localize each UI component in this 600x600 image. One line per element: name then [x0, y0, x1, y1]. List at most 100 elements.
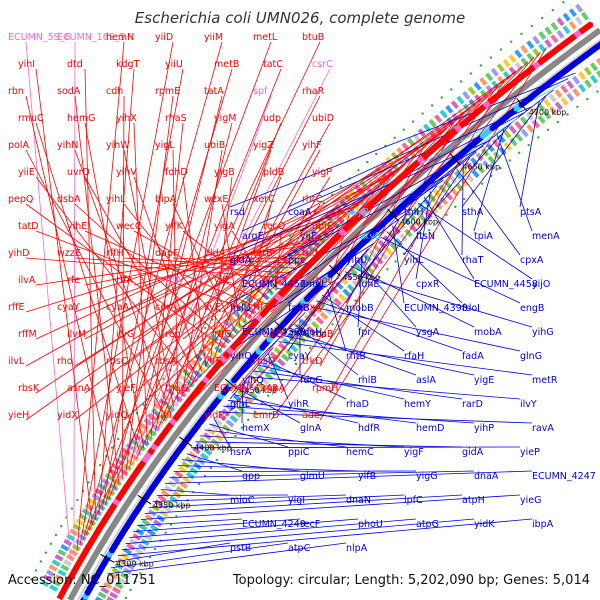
feature-tile [375, 256, 384, 265]
reverse-gene-label: yigI [288, 495, 305, 506]
reverse-gene-leader [107, 542, 347, 575]
reverse-gene-label: ECUMN_4247 [532, 471, 596, 482]
reverse-gene-label: pstB [230, 543, 251, 554]
kbp-tick [387, 208, 399, 221]
feature-rings [30, 1, 600, 600]
reverse-gene-label: cpxA [520, 255, 544, 266]
reverse-gene-label: fdoG [300, 375, 323, 386]
kbp-tick [274, 321, 288, 333]
reverse-gene-leader [136, 518, 243, 526]
forward-gene-label: yifE [204, 356, 222, 367]
reverse-gene-leader [344, 271, 533, 328]
feature-tile [514, 120, 523, 130]
feature-tile [213, 345, 223, 354]
feature-tile [444, 191, 454, 201]
forward-gene-label: rho [57, 356, 73, 367]
feature-tile [202, 343, 211, 353]
reverse-gene-label: yijO [532, 279, 550, 290]
reverse-gene-leader [156, 494, 289, 496]
forward-gene-leader [123, 149, 175, 408]
reverse-gene-label: metR [532, 375, 558, 386]
feature-tile [243, 311, 253, 320]
feature-tile [174, 394, 183, 403]
feature-tile [265, 287, 275, 296]
forward-gene-leader [280, 230, 331, 284]
reverse-gene-label: fadA [462, 351, 484, 362]
forward-gene-leader [270, 51, 541, 421]
forward-gene-label: yihL [106, 194, 126, 205]
ring-dot [499, 167, 502, 170]
map-title: Escherichia coli UMN026, complete genome [134, 9, 466, 27]
forward-gene-label: yiiE [18, 167, 35, 178]
forward-gene-leader [221, 203, 241, 328]
feature-tile [538, 43, 547, 53]
ring-dot [586, 98, 589, 101]
forward-gene-label: kdgT [116, 59, 140, 70]
feature-tile [140, 438, 150, 447]
forward-gene-leader [172, 257, 300, 264]
feature-tile [424, 210, 433, 219]
reverse-gene-label: ppiC [288, 447, 310, 458]
feature-tile [482, 160, 491, 169]
ring-dot [70, 507, 74, 510]
feature-tile [532, 35, 541, 45]
feature-tile [423, 123, 432, 133]
kbp-tick-label: 4700 kbp [529, 108, 567, 117]
reverse-gene-leader [345, 219, 400, 304]
ring-dot [34, 569, 38, 572]
forward-gene-label: tatA [204, 86, 224, 97]
ring-dot [76, 498, 79, 502]
ring-dot [215, 458, 219, 462]
ring-dot [221, 450, 225, 454]
ring-dot [197, 482, 201, 486]
kbp-tick-label: 4550 kbp [342, 273, 380, 282]
feature-tile [57, 548, 67, 557]
forward-gene-label: rffH [106, 248, 124, 259]
ring-dot [49, 542, 53, 545]
feature-tile [203, 447, 213, 456]
forward-gene-label: ECUMN_4248 [214, 383, 278, 394]
kbp-tick-label: 4600 kbp [400, 218, 438, 227]
kbp-tick [516, 98, 528, 112]
feature-tile [239, 316, 248, 325]
forward-gene-label: rpmE [155, 86, 180, 97]
forward-gene-leader [108, 68, 282, 500]
forward-gene-label: cyaY [57, 302, 80, 313]
ring-dot [357, 169, 360, 172]
forward-gene-label: rhaS [165, 113, 187, 124]
ring-dot [440, 96, 443, 99]
reverse-gene-leader [133, 518, 301, 532]
forward-gene-label: ilvE [204, 302, 221, 313]
reverse-gene-label: atpG [416, 519, 439, 530]
ring-dot [530, 24, 533, 28]
forward-gene-label: trkD [302, 356, 322, 367]
feature-tile [560, 84, 569, 94]
forward-gene-leader [136, 95, 321, 459]
feature-tile [84, 523, 93, 532]
feature-tile [596, 70, 600, 80]
feature-tile [78, 513, 88, 522]
feature-tile [210, 334, 220, 343]
reverse-gene-label: ECUMN_4457 [242, 279, 306, 290]
forward-gene-leader [25, 209, 355, 313]
feature-tile [95, 596, 104, 600]
forward-gene-leader [123, 132, 441, 367]
reverse-gene-label: yihL [404, 255, 424, 266]
forward-gene-label: rbsA [155, 356, 177, 367]
reverse-gene-leader [299, 248, 369, 328]
ring-dot [134, 580, 137, 583]
ring-dot [289, 234, 292, 238]
feature-tile [542, 98, 551, 107]
reverse-gene-label: coaA [288, 207, 312, 218]
reverse-gene-label: yigG [416, 471, 438, 482]
feature-tile [479, 77, 488, 86]
forward-gene-label: yiiM [204, 32, 223, 43]
forward-gene-leader [270, 253, 310, 259]
feature-tile [556, 17, 565, 27]
forward-gene-label: btuB [302, 32, 324, 43]
feature-tile [90, 513, 100, 522]
feature-tile [412, 207, 421, 217]
feature-tile [114, 457, 124, 466]
ring-dot [331, 323, 334, 326]
feature-tile [399, 233, 408, 242]
